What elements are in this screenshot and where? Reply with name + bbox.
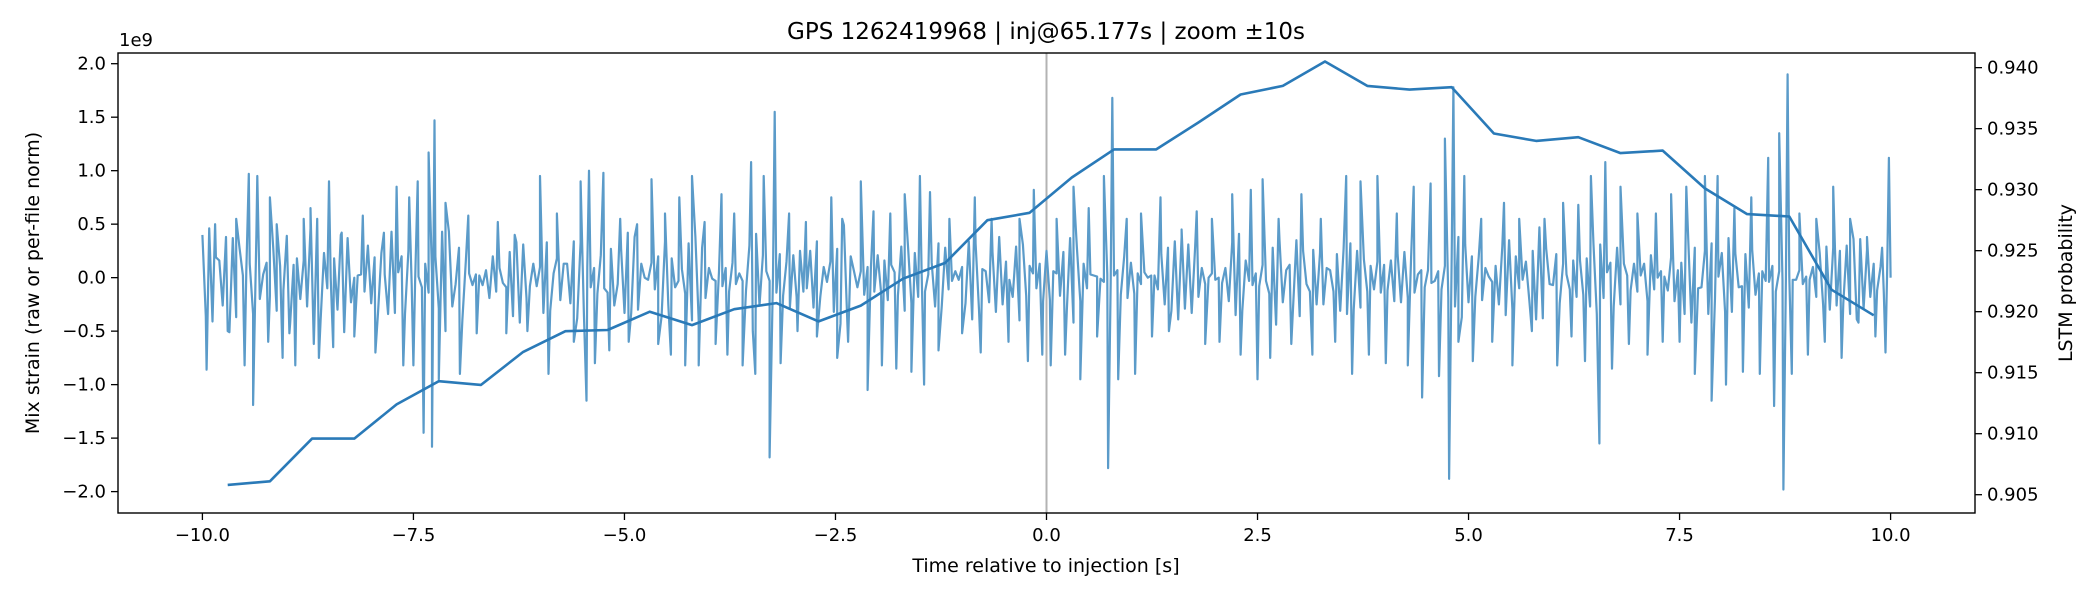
y-left-tick-label: 1.5 [77,107,106,128]
y-right-tick-label: 0.925 [1987,241,2039,262]
x-tick-label: 5.0 [1454,525,1483,546]
x-tick-label: 2.5 [1243,525,1272,546]
y-left-tick-label: 1.0 [77,161,106,182]
y-left-tick-label: −0.5 [62,321,106,342]
y-left-tick-label: 2.0 [77,54,106,75]
x-tick-label: −7.5 [392,525,436,546]
strain-line [201,73,1892,491]
y-axis-left-label: Mix strain (raw or per-file norm) [22,132,44,434]
y-axis-left: 2.0 1.5 1.0 0.5 0.0 −0.5 −1.0 −1.5 −2.0 [62,54,118,503]
x-tick-label: 7.5 [1665,525,1694,546]
y-right-tick-label: 0.915 [1987,363,2039,384]
lstm-probability-line [227,60,1875,487]
chart-title: GPS 1262419968 | inj@65.177s | zoom ±10s [787,19,1305,45]
left-axis-offset-label: 1e9 [119,30,153,51]
y-axis-right: 0.940 0.935 0.930 0.925 0.920 0.915 0.910 0.905 [1975,58,2039,506]
y-right-tick-label: 0.935 [1987,119,2039,140]
x-tick-label: 10.0 [1871,525,1911,546]
y-right-tick-label: 0.920 [1987,302,2039,323]
lstm-probability-series [227,60,1875,487]
y-left-tick-label: −1.5 [62,428,106,449]
x-tick-label: −10.0 [175,525,230,546]
y-right-tick-label: 0.930 [1987,180,2039,201]
y-right-tick-label: 0.905 [1987,485,2039,506]
plot-area [201,53,1892,513]
y-left-tick-label: −2.0 [62,482,106,503]
x-axis-label: Time relative to injection [s] [911,555,1179,577]
y-left-tick-label: −1.0 [62,375,106,396]
x-tick-label: 0.0 [1032,525,1061,546]
y-right-tick-label: 0.910 [1987,424,2039,445]
y-left-tick-label: 0.0 [77,268,106,289]
x-tick-label: −5.0 [603,525,647,546]
strain-series [201,73,1892,491]
x-axis: −10.0 −7.5 −5.0 −2.5 0.0 2.5 5.0 7.5 10.0 [175,513,1911,546]
y-axis-right-label: LSTM probability [2055,204,2077,362]
y-right-tick-label: 0.940 [1987,58,2039,79]
y-left-tick-label: 0.5 [77,214,106,235]
x-tick-label: −2.5 [814,525,858,546]
